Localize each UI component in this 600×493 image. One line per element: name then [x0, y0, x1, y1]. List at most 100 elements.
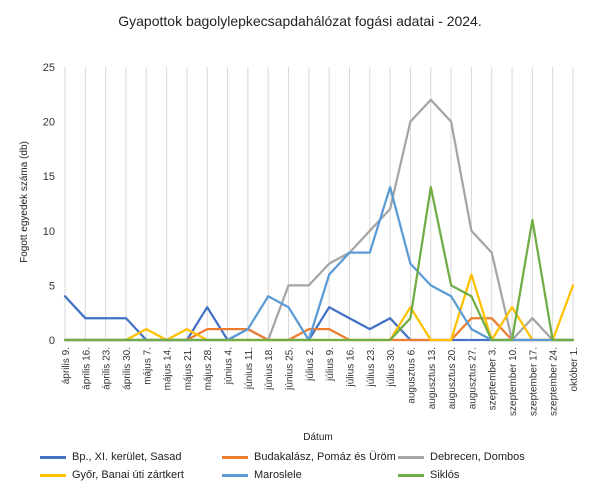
data-point [470, 230, 472, 232]
x-tick-label: május 7. [142, 347, 153, 385]
data-point [470, 273, 472, 275]
gridlines [64, 67, 574, 341]
x-tick-label: szeptember 10. [508, 347, 519, 416]
data-point [84, 339, 86, 341]
data-point [491, 317, 493, 319]
x-tick-label: május 28. [203, 347, 214, 390]
data-point [145, 328, 147, 330]
data-point [308, 339, 310, 341]
data-point [531, 219, 533, 221]
data-point [328, 328, 330, 330]
data-point [450, 120, 452, 122]
data-point [206, 328, 208, 330]
data-point [125, 317, 127, 319]
x-axis-ticks: április 9. április 16. április 23. április … [61, 347, 580, 416]
legend-item: Győr, Banai úti zártkert [40, 469, 184, 481]
data-point [409, 262, 411, 264]
data-point [247, 339, 249, 341]
x-tick-label: április 23. [102, 347, 113, 390]
data-point [450, 284, 452, 286]
data-point [145, 339, 147, 341]
data-point [267, 295, 269, 297]
x-tick-label: május 14. [163, 347, 174, 390]
data-point [369, 328, 371, 330]
data-point [389, 208, 391, 210]
data-point [369, 339, 371, 341]
legend-swatch [222, 455, 248, 459]
data-point [348, 317, 350, 319]
data-point [389, 339, 391, 341]
x-tick-label: április 9. [61, 347, 72, 384]
data-point [430, 99, 432, 101]
chart-title: Gyapottok bagolylepkecsapdahálózat fogás… [118, 13, 481, 29]
data-point [491, 251, 493, 253]
x-tick-label: április 30. [122, 347, 133, 390]
x-tick-label: május 21. [183, 347, 194, 390]
y-tick-label: 25 [43, 62, 55, 74]
series-line-4 [63, 185, 575, 342]
data-point [226, 339, 228, 341]
legend-label: Budakalász, Pomáz és Üröm [254, 451, 396, 463]
data-point [186, 339, 188, 341]
legend-swatch [40, 473, 66, 477]
legend-item: Budakalász, Pomáz és Üröm [222, 451, 396, 463]
legend-label: Debrecen, Dombos [430, 451, 525, 463]
y-tick-label: 5 [49, 280, 55, 292]
data-point [328, 339, 330, 341]
legend-swatch [398, 455, 424, 459]
x-tick-label: július 16. [345, 347, 356, 387]
y-tick-label: 15 [43, 171, 55, 183]
data-point [226, 328, 228, 330]
data-point [531, 317, 533, 319]
data-point [389, 317, 391, 319]
data-point [470, 328, 472, 330]
x-tick-label: augusztus 27. [467, 347, 478, 409]
legend-item: Siklós [398, 469, 459, 481]
data-point [104, 317, 106, 319]
x-tick-label: július 30. [386, 347, 397, 387]
x-tick-label: július 23. [366, 347, 377, 387]
data-point [531, 339, 533, 341]
data-point [572, 339, 574, 341]
data-point [287, 306, 289, 308]
x-tick-label: június 4. [224, 347, 235, 385]
x-tick-label: augusztus 13. [427, 347, 438, 409]
data-point [186, 328, 188, 330]
data-point [328, 262, 330, 264]
data-point [430, 186, 432, 188]
x-tick-label: június 11. [244, 347, 255, 390]
y-tick-label: 0 [49, 335, 55, 347]
data-point [470, 339, 472, 341]
data-point [206, 339, 208, 341]
data-point [348, 339, 350, 341]
data-point [470, 295, 472, 297]
data-point [348, 251, 350, 253]
data-point [287, 339, 289, 341]
legend-label: Bp., XI. kerület, Sasad [72, 451, 182, 463]
legend-item: Debrecen, Dombos [398, 451, 525, 463]
y-axis-ticks: 0 5 10 15 20 25 [43, 62, 55, 347]
x-tick-label: augusztus 6. [406, 347, 417, 404]
legend-item: Maroslele [222, 469, 302, 481]
data-point [409, 317, 411, 319]
data-point [470, 317, 472, 319]
y-tick-label: 10 [43, 226, 55, 238]
legend-label: Győr, Banai úti zártkert [72, 469, 184, 481]
data-point [125, 339, 127, 341]
data-point [64, 295, 66, 297]
x-tick-label: június 25. [285, 347, 296, 391]
data-point [165, 339, 167, 341]
x-tick-label: augusztus 20. [447, 347, 458, 409]
data-point [84, 317, 86, 319]
x-tick-label: szeptember 24. [549, 347, 560, 416]
data-point [450, 339, 452, 341]
data-point [206, 306, 208, 308]
data-point [287, 284, 289, 286]
data-point [369, 251, 371, 253]
data-point [267, 339, 269, 341]
data-point [511, 306, 513, 308]
legend-item: Bp., XI. kerület, Sasad [40, 451, 181, 463]
data-point [64, 339, 66, 341]
legend-label: Siklós [430, 469, 460, 481]
